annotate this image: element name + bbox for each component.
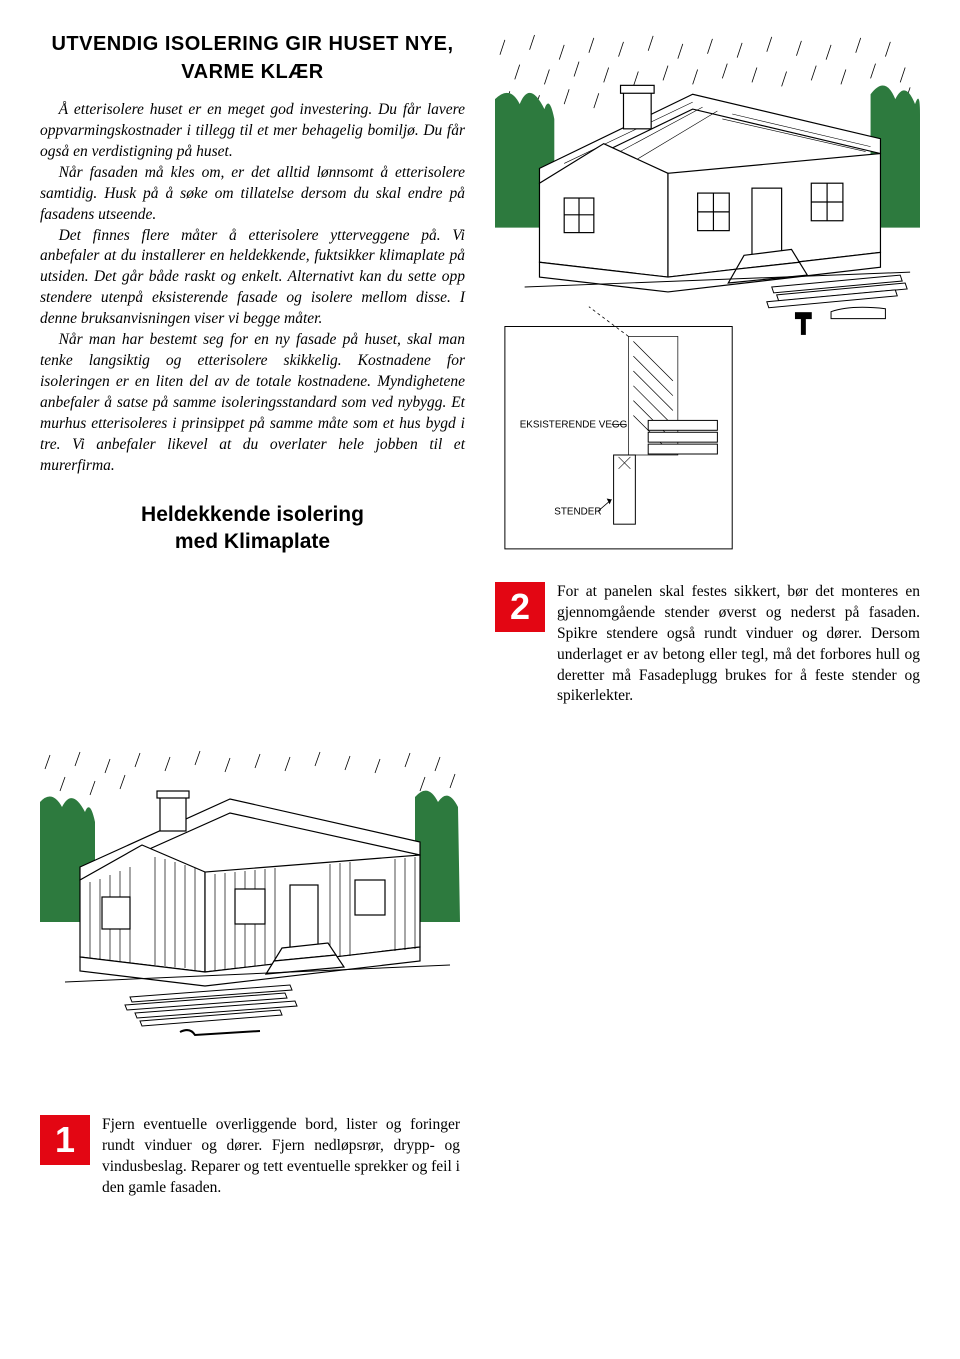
step-2-number: 2 [495, 582, 545, 632]
intro-para-1: Å etterisolere huset er en meget god inv… [40, 100, 465, 163]
intro-para-4: Når man har bestemt seg for en ny fasade… [40, 330, 465, 476]
step-1-number: 1 [40, 1115, 90, 1165]
house-drawing-bottom-svg [40, 747, 460, 1057]
left-column: UTVENDIG ISOLERING GIR HUSET NYE, VARME … [40, 30, 465, 707]
step-2-text: For at panelen skal festes sikkert, bør … [557, 582, 920, 708]
house-drawing-top-svg: EKSISTERENDE VEGG STENDER [495, 30, 920, 554]
right-column: EKSISTERENDE VEGG STENDER 2 For at panel… [495, 30, 920, 707]
section-subhead: Heldekkende isolering med Klimaplate [40, 501, 465, 556]
house-illustration-top: EKSISTERENDE VEGG STENDER [495, 30, 920, 554]
title-line-2: VARME KLÆR [181, 61, 323, 83]
label-existing-wall: EKSISTERENDE VEGG [520, 419, 628, 430]
top-row: UTVENDIG ISOLERING GIR HUSET NYE, VARME … [40, 30, 920, 707]
page-title: UTVENDIG ISOLERING GIR HUSET NYE, VARME … [40, 30, 465, 86]
step-1-block: 1 Fjern eventuelle overliggende bord, li… [40, 1115, 460, 1199]
subhead-line-1: Heldekkende isolering [141, 503, 364, 526]
label-stud: STENDER [554, 506, 601, 517]
step-1-text: Fjern eventuelle overliggende bord, list… [102, 1115, 460, 1199]
step-2-block: 2 For at panelen skal festes sikkert, bø… [495, 582, 920, 708]
subhead-line-2: med Klimaplate [175, 530, 330, 553]
title-line-1: UTVENDIG ISOLERING GIR HUSET NYE, [51, 33, 453, 55]
wall-detail-inset: EKSISTERENDE VEGG STENDER [505, 307, 732, 549]
intro-para-2: Når fasaden må kles om, er det alltid lø… [40, 163, 465, 226]
intro-para-3: Det finnes flere måter å etterisolere yt… [40, 226, 465, 331]
step-1-row: 1 Fjern eventuelle overliggende bord, li… [40, 1087, 460, 1199]
page: UTVENDIG ISOLERING GIR HUSET NYE, VARME … [40, 30, 920, 1199]
house-illustration-bottom [40, 747, 460, 1057]
